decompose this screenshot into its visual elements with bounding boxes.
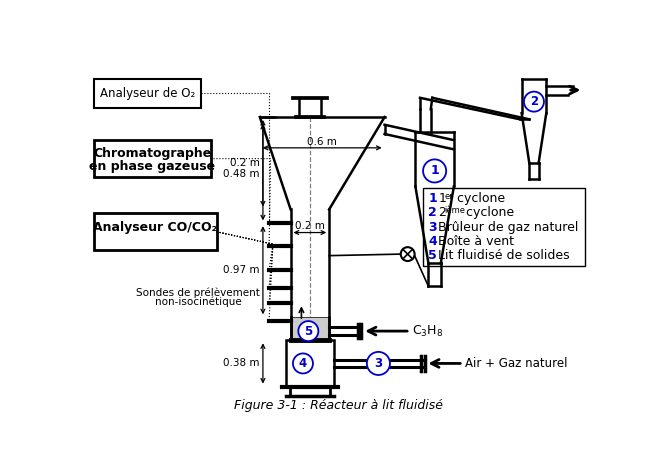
Text: Air + Gaz naturel: Air + Gaz naturel [465, 357, 568, 370]
Bar [291, 317, 329, 340]
Text: cyclone: cyclone [461, 207, 514, 219]
Text: Analyseur de O₂: Analyseur de O₂ [100, 87, 195, 100]
Text: 1: 1 [438, 192, 446, 205]
Text: 2: 2 [438, 207, 446, 219]
Text: 3: 3 [374, 357, 383, 370]
Text: 0.6 m: 0.6 m [307, 137, 337, 146]
Text: 4: 4 [299, 357, 307, 370]
Text: Boîte à vent: Boîte à vent [438, 235, 514, 248]
Text: Brûleur de gaz naturel: Brûleur de gaz naturel [438, 221, 579, 234]
Circle shape [524, 91, 544, 112]
Bar [286, 340, 334, 387]
Text: cyclone: cyclone [453, 192, 505, 205]
Text: 0.38 m: 0.38 m [223, 359, 260, 368]
Text: 2: 2 [530, 95, 538, 108]
Text: z: z [303, 323, 309, 334]
Text: 1: 1 [428, 192, 437, 205]
Text: Analyseur CO/CO₂: Analyseur CO/CO₂ [93, 221, 217, 234]
Bar [93, 140, 211, 177]
Text: 0.97 m: 0.97 m [223, 265, 260, 275]
Text: Chromatographe: Chromatographe [93, 147, 211, 160]
Bar [93, 213, 217, 250]
Text: ième: ième [445, 206, 465, 215]
Text: 2: 2 [428, 207, 437, 219]
Circle shape [298, 321, 319, 341]
Text: Sondes de prélèvement: Sondes de prélèvement [136, 287, 260, 298]
Text: 4: 4 [428, 235, 437, 248]
Circle shape [401, 247, 414, 261]
Text: 5: 5 [304, 325, 313, 338]
Text: C$_3$H$_8$: C$_3$H$_8$ [412, 323, 444, 339]
Circle shape [367, 352, 390, 375]
Bar [93, 79, 202, 108]
Text: 0.2 m: 0.2 m [295, 221, 325, 231]
Text: er: er [445, 192, 453, 201]
Text: Figure 3-1 : Réacteur à lit fluidisé: Figure 3-1 : Réacteur à lit fluidisé [234, 399, 443, 412]
Circle shape [293, 353, 313, 373]
Circle shape [423, 159, 446, 182]
Text: 0.48 m: 0.48 m [223, 169, 260, 179]
Text: non-isocinétique: non-isocinétique [155, 297, 242, 307]
Text: en phase gazeuse: en phase gazeuse [89, 160, 215, 173]
Text: 5: 5 [428, 249, 437, 262]
Bar [423, 188, 585, 267]
Text: 3: 3 [428, 221, 437, 234]
Text: 1: 1 [430, 164, 439, 177]
Text: Lit fluidisé de solides: Lit fluidisé de solides [438, 249, 570, 262]
Text: 0.2 m: 0.2 m [230, 158, 260, 168]
